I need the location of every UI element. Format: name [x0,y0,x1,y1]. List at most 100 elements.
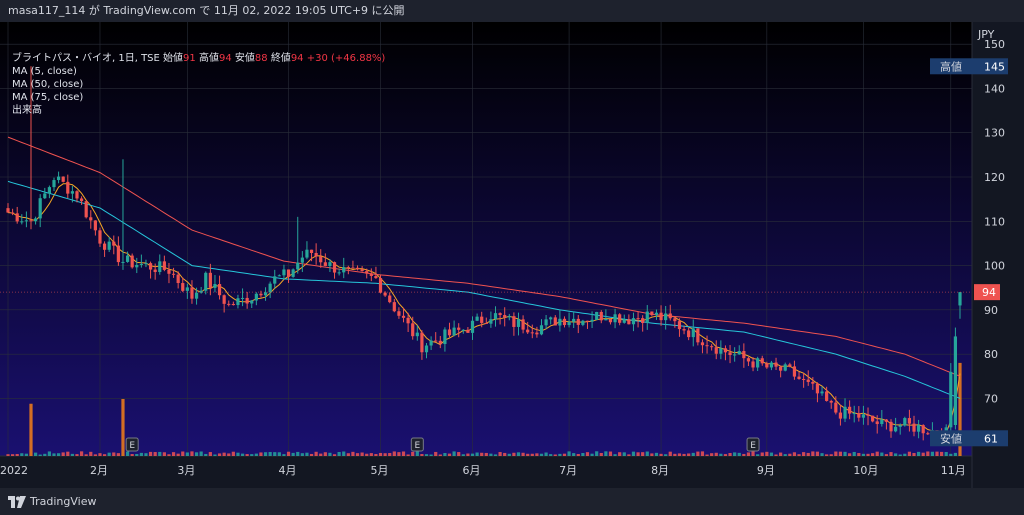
candle[interactable] [365,268,369,279]
candle[interactable] [751,357,755,372]
candle[interactable] [93,220,97,236]
candle[interactable] [383,291,387,297]
candle[interactable] [79,196,84,205]
candle[interactable] [194,287,199,305]
candle[interactable] [319,249,323,268]
candle[interactable] [769,360,774,371]
candle[interactable] [438,335,442,349]
candle[interactable] [52,177,56,192]
legend-ma50[interactable]: MA (50, close) [12,79,84,90]
candle[interactable] [314,243,318,265]
candle[interactable] [654,309,659,320]
candle[interactable] [737,345,741,355]
candle[interactable] [388,292,392,304]
candle[interactable] [866,407,870,426]
candle[interactable] [89,210,93,229]
candle[interactable] [898,423,902,435]
candle[interactable] [627,314,631,325]
candle[interactable] [567,312,571,328]
candle[interactable] [148,261,153,279]
candle[interactable] [806,370,810,386]
candle[interactable] [673,316,677,328]
candle[interactable] [135,257,139,274]
candle[interactable] [953,327,958,430]
candle[interactable] [56,171,61,184]
candle[interactable] [236,294,240,309]
candle[interactable] [181,277,185,293]
candle[interactable] [852,405,856,423]
candle[interactable] [774,357,778,370]
candle[interactable] [263,287,268,301]
candle[interactable] [921,424,925,441]
candle[interactable] [765,361,769,369]
candle[interactable] [374,266,378,279]
candle[interactable] [185,283,189,299]
candle[interactable] [871,415,875,423]
candle[interactable] [107,236,111,253]
candle[interactable] [618,313,622,326]
candle[interactable] [213,275,217,293]
candle[interactable] [595,311,599,321]
candle[interactable] [723,345,728,361]
legend-ma5[interactable]: MA (5, close) [12,66,77,77]
candle[interactable] [167,262,171,284]
candle[interactable] [75,190,79,203]
candle[interactable] [342,257,346,279]
candle[interactable] [466,327,470,333]
candle[interactable] [710,344,714,351]
candle[interactable] [641,315,645,332]
candle[interactable] [144,259,148,268]
candle[interactable] [958,292,962,319]
candle[interactable] [516,312,521,336]
candle[interactable] [912,415,916,437]
candle[interactable] [231,301,235,306]
candle[interactable] [277,274,281,277]
earnings-marker[interactable]: E [410,437,424,452]
candle[interactable] [443,327,447,352]
candle[interactable] [746,357,751,367]
candle[interactable] [590,311,594,329]
candle[interactable] [760,355,764,366]
candle[interactable] [29,66,33,230]
candle[interactable] [636,311,640,328]
candle[interactable] [585,320,590,329]
candle[interactable] [903,416,907,427]
candle[interactable] [857,406,861,422]
candle[interactable] [733,347,737,362]
candle[interactable] [346,265,350,275]
legend-volume[interactable]: 出来高 [12,105,42,116]
candle[interactable] [351,260,355,269]
candle[interactable] [544,314,548,329]
candle[interactable] [783,362,787,372]
candle[interactable] [139,254,143,268]
candle[interactable] [507,313,511,321]
candle[interactable] [61,176,65,183]
candle[interactable] [489,311,493,328]
candle[interactable] [125,251,130,263]
candle[interactable] [38,194,42,228]
candle[interactable] [820,386,824,396]
candle[interactable] [572,311,576,329]
candle[interactable] [6,203,10,213]
candle[interactable] [608,318,613,325]
candle[interactable] [20,214,24,225]
candle[interactable] [415,325,419,341]
candle[interactable] [240,288,245,307]
candle[interactable] [581,319,585,327]
candle[interactable] [323,253,327,267]
candle[interactable] [112,235,116,255]
candle[interactable] [332,261,337,279]
candle[interactable] [797,371,801,380]
candle[interactable] [204,271,208,295]
candle[interactable] [84,200,88,219]
candle[interactable] [470,316,475,340]
candle[interactable] [98,227,102,247]
tradingview-logo[interactable]: TradingView [8,495,96,508]
candle[interactable] [420,330,424,360]
candle[interactable] [291,268,295,278]
candle[interactable] [802,373,806,388]
candle[interactable] [15,206,19,224]
candle[interactable] [245,291,249,309]
